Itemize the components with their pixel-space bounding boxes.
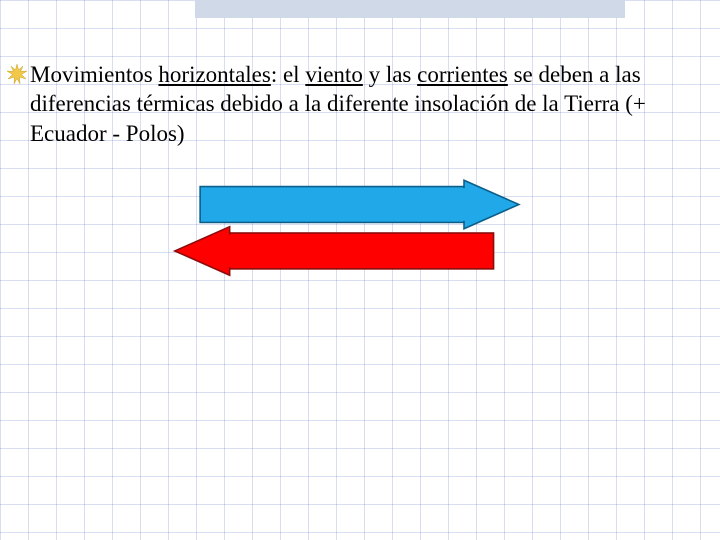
text-seg2-underlined: horizontales: [158, 62, 270, 87]
text-seg3: : el: [271, 62, 306, 87]
text-seg1: Movimientos: [30, 62, 158, 87]
arrow-right-icon: [200, 180, 519, 229]
arrow-left-icon: [175, 227, 494, 276]
text-seg5: y las: [363, 62, 417, 87]
arrows-diagram: [160, 178, 540, 288]
paragraph-text: Movimientos horizontales: el viento y la…: [30, 60, 680, 148]
title-band: [195, 0, 625, 18]
text-seg6-underlined: corrientes: [417, 62, 508, 87]
starburst-bullet-icon: [7, 64, 27, 84]
text-seg4-underlined: viento: [305, 62, 363, 87]
